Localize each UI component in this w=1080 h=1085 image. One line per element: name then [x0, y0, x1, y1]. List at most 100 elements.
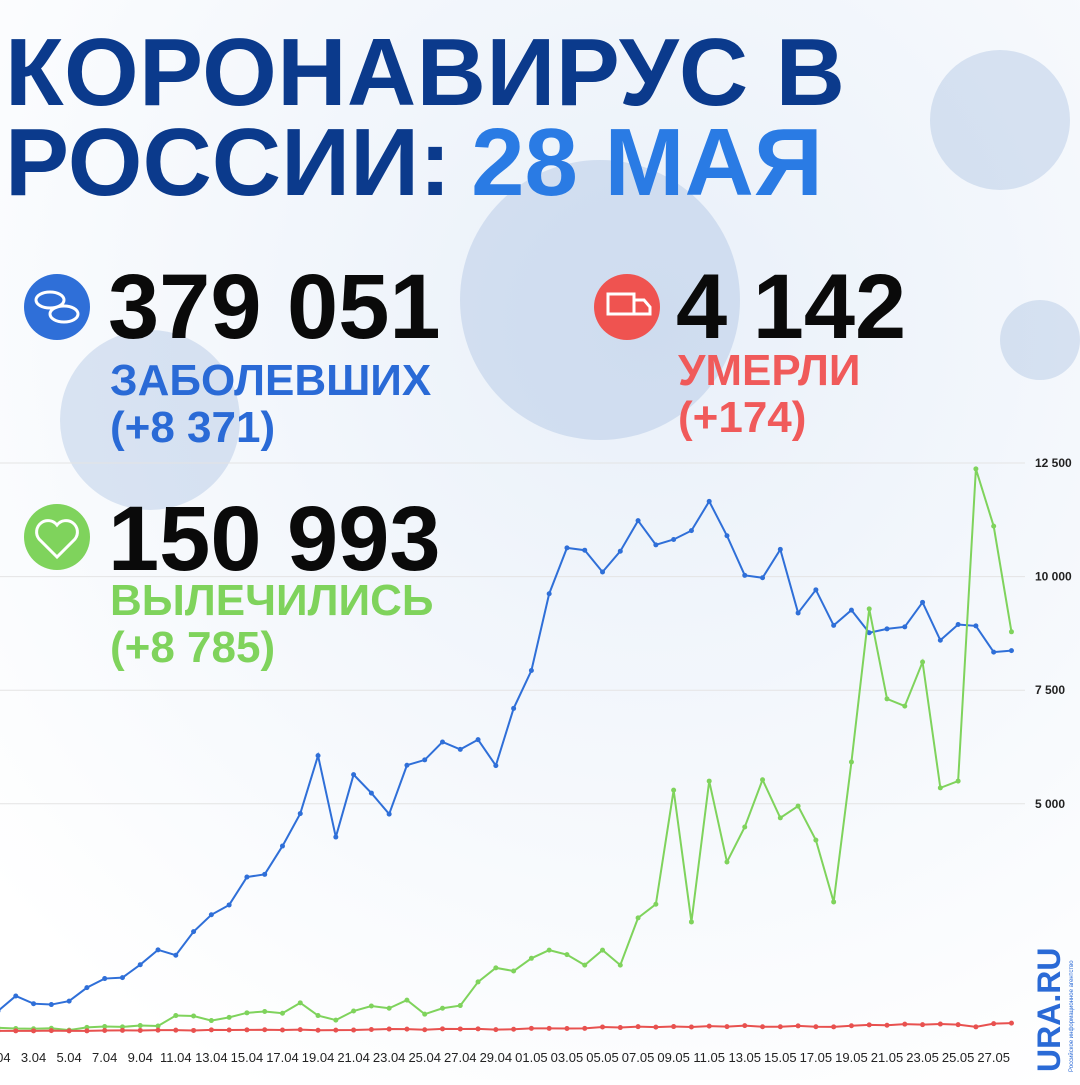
data-point — [333, 1027, 339, 1033]
data-point — [866, 630, 872, 636]
data-point — [279, 1027, 285, 1033]
data-point — [564, 1025, 570, 1031]
data-point — [777, 1024, 783, 1030]
data-point — [279, 1010, 285, 1016]
data-point — [422, 757, 428, 763]
data-point — [955, 1022, 961, 1028]
data-point — [546, 591, 552, 597]
data-point — [991, 649, 997, 655]
title: РОССИИ: — [5, 109, 451, 216]
recovered-delta: (+8 785) — [110, 623, 275, 672]
ambulance — [632, 298, 652, 316]
data-point — [742, 824, 748, 830]
data-point — [457, 1003, 463, 1009]
data-point — [297, 1027, 303, 1033]
data-point — [528, 668, 534, 674]
data-point — [137, 1023, 143, 1029]
data-point — [351, 772, 357, 778]
recovered-number: 150 993 — [108, 488, 441, 590]
data-point — [1008, 1020, 1014, 1026]
data-point — [920, 1022, 926, 1028]
data-point — [422, 1011, 428, 1017]
x-tick-label: 3.04 — [21, 1050, 46, 1065]
data-point — [173, 952, 179, 958]
data-point — [706, 778, 712, 784]
data-point — [440, 1005, 445, 1011]
data-point — [991, 1021, 997, 1027]
data-point — [119, 1027, 125, 1033]
series-line — [0, 499, 1012, 1011]
x-tick-label: 11.05 — [693, 1050, 725, 1065]
data-point — [137, 1027, 143, 1033]
x-tick-label: 1.04 — [0, 1050, 11, 1065]
data-point — [795, 803, 801, 809]
data-point — [937, 637, 943, 643]
data-point — [546, 947, 552, 953]
logo: URA.RU — [1031, 948, 1067, 1072]
data-point — [795, 610, 801, 616]
y-tick-label: 5 000 — [1035, 797, 1065, 811]
data-point — [475, 737, 481, 743]
data-point — [440, 1026, 445, 1032]
data-point — [155, 1027, 161, 1033]
data-point — [351, 1027, 357, 1033]
data-point — [528, 1025, 534, 1031]
data-point — [582, 1025, 588, 1031]
data-point — [368, 1027, 374, 1033]
x-tick-label: 17.05 — [800, 1050, 833, 1065]
data-point — [102, 976, 108, 982]
data-point — [688, 528, 694, 534]
data-point — [155, 1023, 161, 1029]
data-point — [191, 1027, 197, 1033]
data-point — [493, 965, 499, 971]
data-point — [66, 998, 72, 1004]
data-point — [635, 1024, 641, 1030]
data-point — [155, 947, 161, 953]
data-point — [706, 498, 712, 504]
x-tick-label: 21.04 — [337, 1050, 370, 1065]
deaths-number: 4 142 — [676, 256, 906, 358]
data-point — [600, 569, 606, 575]
x-tick-label: 7.04 — [92, 1050, 117, 1065]
data-point — [13, 1028, 19, 1034]
data-point — [760, 1024, 766, 1030]
data-point — [564, 545, 570, 551]
data-point — [617, 1025, 623, 1031]
data-point — [866, 606, 872, 612]
data-point — [297, 811, 303, 817]
data-point — [973, 623, 979, 629]
y-tick-label: 12 500 — [1035, 456, 1072, 470]
series-line — [0, 1022, 1012, 1032]
data-point — [546, 1025, 552, 1031]
data-point — [564, 952, 570, 958]
data-point — [937, 785, 943, 791]
data-point — [813, 837, 819, 843]
data-point — [404, 1026, 410, 1032]
data-point — [315, 1027, 321, 1033]
data-point — [884, 1022, 890, 1028]
data-point — [1008, 629, 1014, 635]
data-point — [244, 1010, 250, 1016]
data-point — [137, 962, 143, 968]
data-point — [351, 1008, 357, 1014]
data-point — [279, 843, 285, 849]
data-point — [226, 1014, 232, 1020]
data-point — [777, 815, 783, 821]
x-tick-label: 13.05 — [728, 1050, 761, 1065]
data-point — [742, 1023, 748, 1029]
data-point — [262, 1008, 268, 1014]
data-point — [866, 1022, 872, 1028]
data-point — [66, 1028, 72, 1034]
data-point — [902, 1021, 908, 1027]
data-point — [653, 542, 659, 548]
x-tick-label: 19.05 — [835, 1050, 868, 1065]
data-point — [831, 1024, 837, 1030]
data-point — [457, 746, 463, 752]
cases-label: ЗАБОЛЕВШИХ — [110, 356, 431, 405]
data-point — [191, 929, 197, 935]
data-point — [386, 1026, 392, 1032]
data-point — [902, 624, 908, 630]
data-point — [48, 1028, 54, 1034]
data-point — [315, 1013, 321, 1019]
